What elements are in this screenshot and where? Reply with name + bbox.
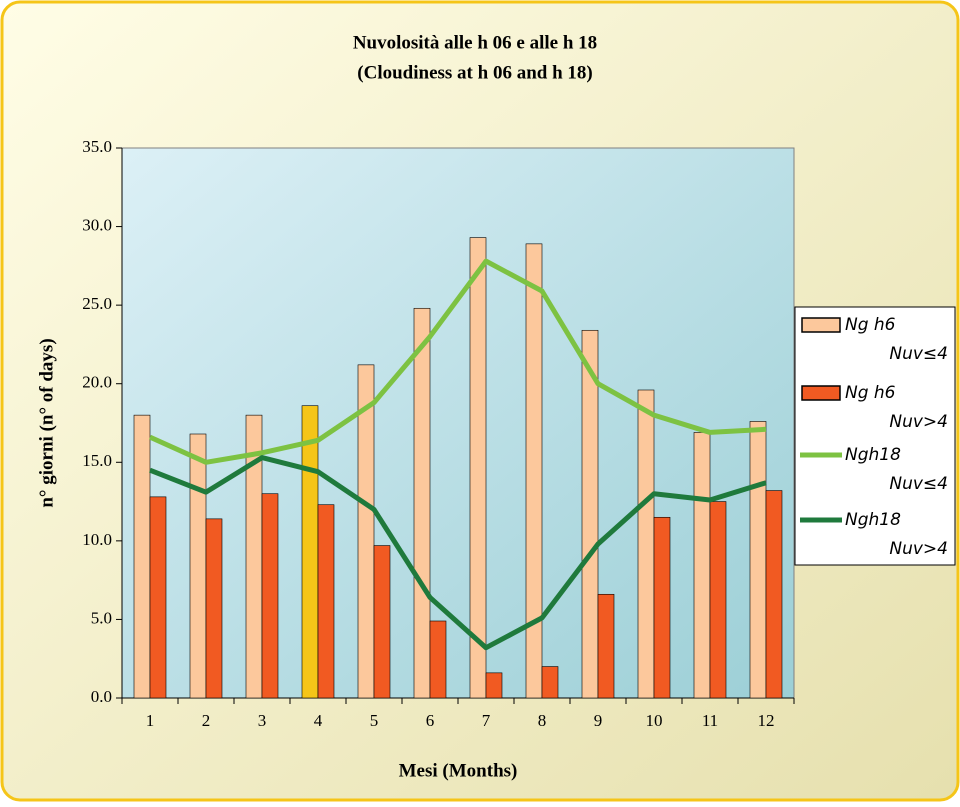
bar: [469, 237, 487, 699]
y-tick-label: 30.0: [82, 215, 112, 234]
y-tick-label: 15.0: [82, 451, 112, 470]
legend-line: Nuv>4: [889, 539, 948, 559]
bar: [133, 414, 151, 699]
bar: [357, 364, 375, 699]
x-tick-label: 2: [202, 711, 211, 730]
line: [148, 258, 767, 465]
y-tick-label: 20.0: [82, 373, 112, 392]
legend-label: Ngh18 Nuv>4: [845, 510, 948, 559]
bar: [749, 421, 767, 699]
legend-line: Nuv>4: [889, 412, 948, 432]
legend-line: Ngh18: [845, 445, 906, 465]
bar: [317, 504, 335, 699]
bar: [693, 432, 711, 699]
x-tick-label: 3: [258, 711, 267, 730]
bar: [301, 405, 319, 699]
bar: [709, 501, 727, 699]
bar: [189, 433, 207, 699]
y-tick-label: 0.0: [91, 687, 112, 706]
y-tick-label: 25.0: [82, 294, 112, 313]
y-axis-label: n° giorni (n° of days): [36, 338, 57, 507]
bar: [149, 496, 167, 699]
legend-line: Nuv≤4: [889, 344, 948, 364]
legend-line: Ngh18: [845, 510, 906, 530]
bar: [373, 545, 391, 699]
y-tick-label: 10.0: [82, 530, 112, 549]
plot-area: [121, 147, 795, 699]
legend-line: Ng h6: [845, 383, 901, 403]
bar: [413, 307, 431, 699]
x-tick-label: 1: [146, 711, 155, 730]
x-tick-label: 4: [314, 711, 323, 730]
legend-line: Ng h6: [845, 315, 901, 335]
x-tick-label: 6: [426, 711, 435, 730]
bar: [525, 243, 543, 699]
x-tick-label: 12: [758, 711, 775, 730]
bar: [429, 620, 447, 699]
legend-swatch: [801, 385, 841, 401]
x-tick-label: 9: [594, 711, 603, 730]
bar: [597, 593, 615, 699]
chart-subtitle: (Cloudiness at h 06 and h 18): [357, 62, 592, 83]
y-tick-label: 35.0: [82, 137, 112, 156]
bar: [205, 518, 223, 699]
bar: [581, 329, 599, 699]
line: [149, 455, 767, 651]
legend-label: Ngh18 Nuv≤4: [845, 445, 948, 494]
legend-label: Ng h6 Nuv≤4: [845, 315, 948, 364]
x-tick-label: 11: [702, 711, 718, 730]
chart-title: Nuvolosità alle h 06 e alle h 18: [353, 32, 597, 53]
bar: [637, 389, 655, 699]
bar: [765, 490, 783, 699]
bar: [653, 516, 671, 699]
x-tick-label: 8: [538, 711, 547, 730]
legend-line: Nuv≤4: [889, 474, 948, 494]
bar: [485, 672, 503, 699]
x-tick-label: 10: [646, 711, 663, 730]
x-tick-label: 7: [482, 711, 491, 730]
x-axis-label: Mesi (Months): [399, 760, 518, 781]
bar: [261, 493, 279, 699]
legend-label: Ng h6 Nuv>4: [845, 383, 948, 432]
y-tick-label: 5.0: [91, 608, 112, 627]
legend-swatch: [801, 317, 841, 333]
x-tick-label: 5: [370, 711, 379, 730]
bar: [541, 666, 559, 699]
